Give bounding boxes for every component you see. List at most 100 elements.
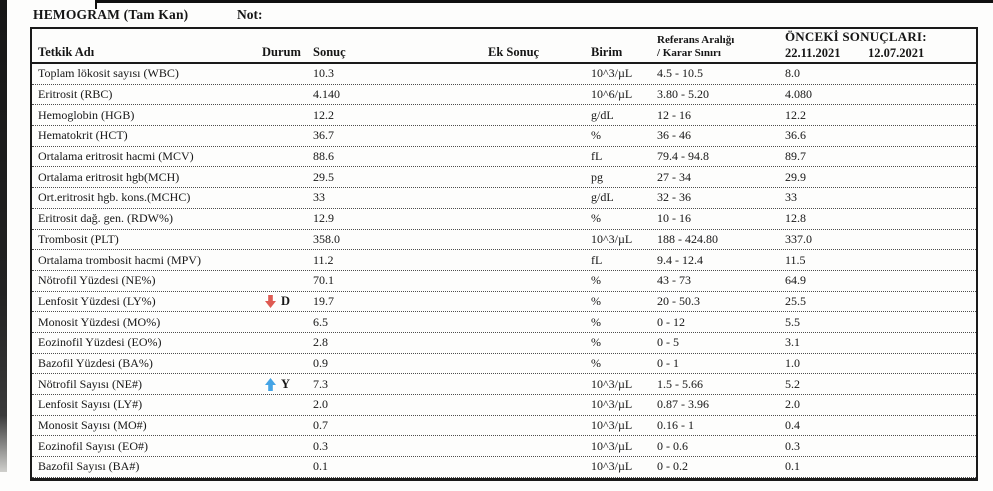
prev-result-1-cell: 8.0 bbox=[785, 66, 800, 81]
test-name-cell: Eritrosit dağ. gen. (RDW%) bbox=[38, 211, 173, 226]
unit-cell: 10^3/µL bbox=[591, 66, 633, 81]
test-name-cell: Nötrofil Yüzdesi (NE%) bbox=[38, 273, 156, 288]
page-edge-shadow bbox=[0, 0, 7, 472]
test-name-cell: Monosit Sayısı (MO#) bbox=[38, 418, 147, 433]
unit-cell: 10^3/µL bbox=[591, 459, 633, 474]
table-row: Lenfosit Sayısı (LY#) 2.0 10^3/µL 0.87 -… bbox=[32, 395, 976, 416]
unit-cell: % bbox=[591, 355, 601, 370]
test-name-cell: Hematokrit (HCT) bbox=[38, 128, 128, 143]
reference-range-cell: 9.4 - 12.4 bbox=[657, 252, 703, 267]
header-test-name: Tetkik Adı bbox=[38, 45, 95, 59]
table-row: Monosit Sayısı (MO#) 0.7 10^3/µL 0.16 - … bbox=[32, 416, 976, 437]
table-row: Ort.eritrosit hgb. kons.(MCHC) 33 g/dL 3… bbox=[32, 188, 976, 209]
table-row: Eozinofil Yüzdesi (EO%) 2.8 % 0 - 5 3.1 bbox=[32, 333, 976, 354]
test-name-cell: Eritrosit (RBC) bbox=[38, 87, 113, 102]
reference-range-cell: 1.5 - 5.66 bbox=[657, 376, 703, 391]
reference-range-cell: 20 - 50.3 bbox=[657, 293, 700, 308]
note-label: Not: bbox=[237, 7, 263, 22]
result-cell: 12.2 bbox=[313, 107, 334, 122]
unit-cell: 10^3/µL bbox=[591, 418, 633, 433]
top-divider-tick bbox=[95, 0, 97, 9]
prev-result-1-cell: 5.5 bbox=[785, 314, 800, 329]
reference-range-cell: 3.80 - 5.20 bbox=[657, 87, 709, 102]
arrow-down-icon bbox=[265, 294, 276, 308]
result-cell: 70.1 bbox=[313, 273, 334, 288]
table-row: Nötrofil Yüzdesi (NE%) 70.1 % 43 - 73 64… bbox=[32, 271, 976, 292]
unit-cell: pg bbox=[591, 169, 603, 184]
prev-result-1-cell: 89.7 bbox=[785, 149, 806, 164]
result-cell: 12.9 bbox=[313, 211, 334, 226]
reference-range-cell: 27 - 34 bbox=[657, 169, 691, 184]
unit-cell: % bbox=[591, 293, 601, 308]
result-cell: 2.0 bbox=[313, 397, 328, 412]
table-row: Nötrofil Sayısı (NE#) Y 7.3 10^3/µL 1.5 … bbox=[32, 374, 976, 395]
header-reference-range: Referans Aralığı / Karar Sınırı bbox=[655, 34, 783, 64]
hemogram-table: Tetkik Adı Durum Sonuç Ek Sonuç Birim Re… bbox=[30, 27, 978, 481]
test-name-cell: Ortalama eritrosit hacmi (MCV) bbox=[38, 149, 194, 164]
previous-date-2: 12.07.2021 bbox=[868, 46, 925, 60]
unit-cell: % bbox=[591, 273, 601, 288]
result-cell: 33 bbox=[313, 190, 325, 205]
test-name-cell: Monosit Yüzdesi (MO%) bbox=[38, 314, 161, 329]
result-cell: 0.7 bbox=[313, 418, 328, 433]
prev-result-1-cell: 2.0 bbox=[785, 397, 800, 412]
reference-range-cell: 43 - 73 bbox=[657, 273, 691, 288]
previous-date-1: 22.11.2021 bbox=[785, 46, 841, 60]
table-row: Eritrosit (RBC) 4.140 10^6/µL 3.80 - 5.2… bbox=[32, 85, 976, 106]
reference-range-cell: 0.16 - 1 bbox=[657, 418, 694, 433]
reference-range-cell: 0 - 5 bbox=[657, 335, 679, 350]
header-result: Sonuç bbox=[313, 45, 346, 59]
unit-cell: g/dL bbox=[591, 190, 614, 205]
prev-result-1-cell: 29.9 bbox=[785, 169, 806, 184]
prev-result-1-cell: 64.9 bbox=[785, 273, 806, 288]
reference-range-cell: 4.5 - 10.5 bbox=[657, 66, 703, 81]
unit-cell: % bbox=[591, 211, 601, 226]
table-row: Ortalama trombosit hacmi (MPV) 11.2 fL 9… bbox=[32, 250, 976, 271]
table-row: Hemoglobin (HGB) 12.2 g/dL 12 - 16 12.2 bbox=[32, 105, 976, 127]
result-cell: 358.0 bbox=[313, 231, 340, 246]
result-cell: 0.1 bbox=[313, 459, 328, 474]
header-reference-line1: Referans Aralığı bbox=[657, 33, 735, 46]
table-row: Eritrosit dağ. gen. (RDW%) 12.9 % 10 - 1… bbox=[32, 209, 976, 230]
reference-range-cell: 0 - 1 bbox=[657, 355, 679, 370]
reference-range-cell: 0 - 0.6 bbox=[657, 438, 688, 453]
table-row: Ortalama eritrosit hacmi (MCV) 88.6 fL 7… bbox=[32, 147, 976, 168]
test-name-cell: Ort.eritrosit hgb. kons.(MCHC) bbox=[38, 190, 191, 205]
reference-range-cell: 10 - 16 bbox=[657, 211, 691, 226]
prev-result-1-cell: 1.0 bbox=[785, 355, 800, 370]
unit-cell: 10^3/µL bbox=[591, 397, 633, 412]
table-row: Lenfosit Yüzdesi (LY%) D 19.7 % 20 - 50.… bbox=[32, 292, 976, 313]
result-cell: 36.7 bbox=[313, 128, 334, 143]
reference-range-cell: 0.87 - 3.96 bbox=[657, 397, 709, 412]
table-row: Eozinofil Sayısı (EO#) 0.3 10^3/µL 0 - 0… bbox=[32, 436, 976, 458]
result-cell: 4.140 bbox=[313, 87, 340, 102]
table-row: Ortalama eritrosit hgb(MCH) 29.5 pg 27 -… bbox=[32, 167, 976, 189]
test-name-cell: Eozinofil Sayısı (EO#) bbox=[38, 438, 148, 453]
header-unit: Birim bbox=[591, 45, 623, 59]
unit-cell: % bbox=[591, 335, 601, 350]
result-cell: 10.3 bbox=[313, 66, 334, 81]
table-row: Bazofil Sayısı (BA#) 0.1 10^3/µL 0 - 0.2… bbox=[32, 457, 976, 478]
table-row: Trombosit (PLT) 358.0 10^3/µL 188 - 424.… bbox=[32, 230, 976, 251]
table-row: Monosit Yüzdesi (MO%) 6.5 % 0 - 12 5.5 bbox=[32, 312, 976, 333]
prev-result-1-cell: 3.1 bbox=[785, 335, 800, 350]
reference-range-cell: 79.4 - 94.8 bbox=[657, 149, 709, 164]
section-title: HEMOGRAM (Tam Kan) bbox=[33, 7, 189, 22]
test-name-cell: Ortalama trombosit hacmi (MPV) bbox=[38, 252, 201, 267]
result-cell: 7.3 bbox=[313, 376, 328, 391]
prev-result-1-cell: 33 bbox=[785, 190, 797, 205]
unit-cell: fL bbox=[591, 149, 603, 164]
prev-result-1-cell: 5.2 bbox=[785, 376, 800, 391]
prev-result-1-cell: 0.1 bbox=[785, 459, 800, 474]
reference-range-cell: 36 - 46 bbox=[657, 128, 691, 143]
test-name-cell: Toplam lökosit sayısı (WBC) bbox=[38, 66, 179, 81]
unit-cell: 10^6/µL bbox=[591, 87, 633, 102]
unit-cell: % bbox=[591, 128, 601, 143]
header-previous-results: ÖNCEKİ SONUÇLARI: 22.11.2021 12.07.2021 bbox=[783, 29, 976, 63]
prev-result-1-cell: 0.4 bbox=[785, 418, 800, 433]
table-row: Hematokrit (HCT) 36.7 % 36 - 46 36.6 bbox=[32, 126, 976, 147]
prev-result-1-cell: 25.5 bbox=[785, 293, 806, 308]
unit-cell: 10^3/µL bbox=[591, 376, 633, 391]
status-cell: D bbox=[262, 294, 311, 309]
prev-result-1-cell: 337.0 bbox=[785, 231, 812, 246]
